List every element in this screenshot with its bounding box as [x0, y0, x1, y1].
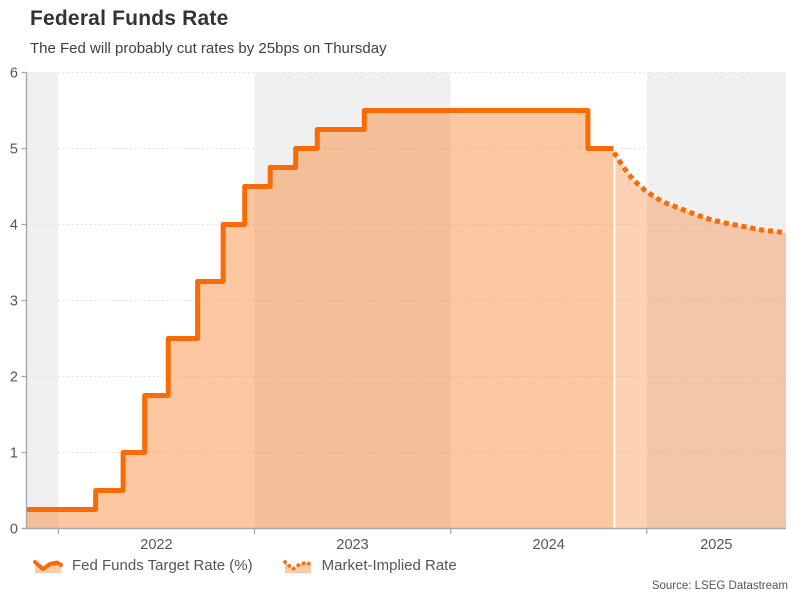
legend-label-target-rate: Fed Funds Target Rate (%) [72, 557, 253, 574]
source-credit: Source: LSEG Datastream [651, 580, 788, 592]
y-tick-label: 0 [10, 522, 18, 538]
legend-label-market-implied: Market-Implied Rate [321, 557, 457, 574]
target-rate-line [27, 108, 614, 512]
chart-subtitle: The Fed will probably cut rates by 25bps… [30, 40, 387, 57]
chart-title: Federal Funds Rate [30, 7, 229, 30]
dotted-line-icon [282, 559, 313, 573]
chart-header: Federal Funds Rate The Fed will probably… [30, 7, 770, 57]
x-tick-label: 2025 [700, 537, 732, 553]
x-tick-label: 2022 [140, 537, 172, 553]
y-tick-label: 1 [10, 446, 18, 462]
legend: Fed Funds Target Rate (%) Market-Implied… [33, 557, 457, 574]
x-tick-label: 2023 [336, 537, 368, 553]
y-tick-label: 6 [10, 66, 18, 82]
year-band [254, 72, 451, 529]
market-implied-line [611, 151, 789, 236]
y-tick-label: 5 [10, 142, 18, 158]
x-tick-label: 2024 [533, 537, 565, 553]
y-tick-label: 4 [10, 218, 18, 234]
y-tick-label: 3 [10, 294, 18, 310]
legend-item-target-rate: Fed Funds Target Rate (%) [33, 557, 253, 574]
target-rate-area [27, 110, 614, 529]
y-tick-label: 2 [10, 370, 18, 386]
solid-line-icon [33, 560, 63, 573]
legend-item-market-implied: Market-Implied Rate [282, 557, 457, 574]
market-implied-area [615, 154, 786, 529]
